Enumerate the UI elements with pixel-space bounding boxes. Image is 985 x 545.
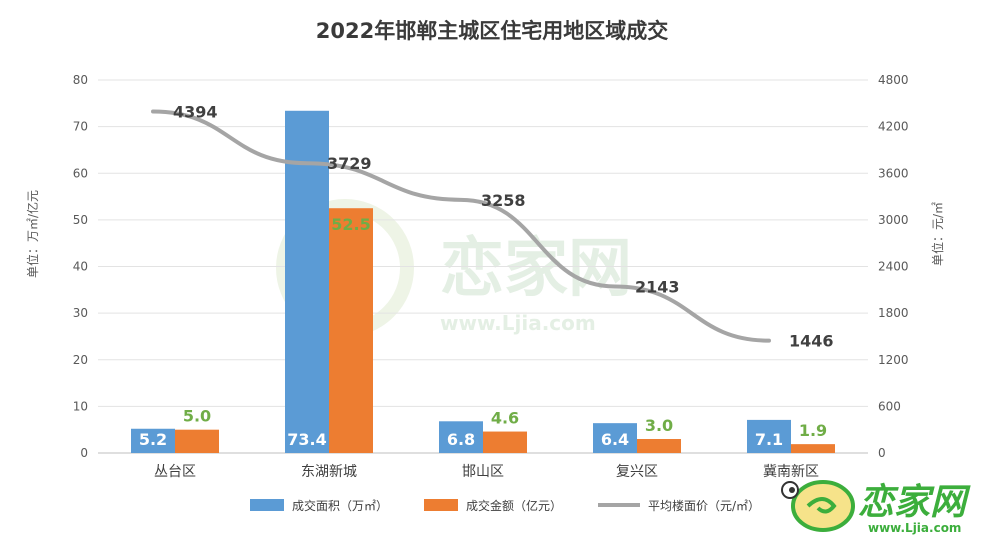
- left-tick-label: 80: [73, 73, 88, 87]
- bar-area: [593, 423, 637, 453]
- data-label-amount: 52.5: [331, 215, 370, 234]
- right-tick-label: 1200: [878, 353, 909, 367]
- left-axis-title: 单位：万㎡/亿元: [25, 190, 40, 278]
- legend-label-area: 成交面积（万㎡）: [292, 498, 388, 513]
- right-tick-label: 600: [878, 399, 901, 413]
- category-labels: 丛台区 东湖新城 邯山区 复兴区 冀南新区: [154, 463, 819, 480]
- category-label: 丛台区: [154, 464, 196, 480]
- bar-amount: [483, 431, 527, 453]
- data-label-area: 6.8: [447, 430, 475, 449]
- left-axis-ticks: 0 10 20 30 40 50 60 70 80: [73, 73, 88, 460]
- data-label-amount: 4.6: [491, 409, 519, 428]
- bar-amount: [791, 444, 835, 453]
- bar-area: [131, 428, 175, 453]
- price-line: [151, 109, 771, 343]
- left-tick-label: 50: [73, 213, 88, 227]
- category-label: 复兴区: [616, 463, 658, 480]
- category-label: 邯山区: [462, 464, 504, 480]
- snail-swirl-icon: [806, 497, 837, 514]
- chart-title: 2022年邯郸主城区住宅用地区域成交: [316, 19, 668, 43]
- category-label: 冀南新区: [763, 464, 819, 480]
- right-axis-ticks: 0 600 1200 1800 2400 3000 3600 4200 4800: [878, 73, 909, 460]
- category-label: 东湖新城: [301, 464, 357, 480]
- gridlines: [98, 79, 868, 454]
- line-series: [151, 109, 771, 343]
- left-tick-label: 40: [73, 260, 88, 274]
- right-tick-label: 3600: [878, 166, 909, 180]
- watermark-brand: 恋家网: [440, 232, 632, 306]
- bar-area: [285, 110, 329, 454]
- right-tick-label: 0: [878, 446, 886, 460]
- bar-amount: [175, 429, 219, 453]
- data-label-price: 4394: [173, 103, 218, 122]
- left-tick-label: 70: [73, 120, 88, 134]
- bar-area: [439, 421, 483, 453]
- snail-shell-icon: [791, 480, 855, 532]
- right-tick-label: 2400: [878, 260, 909, 274]
- legend: 成交面积（万㎡） 成交金额（亿元） 平均楼面价（元/㎡）: [250, 498, 760, 513]
- bar-amount: [329, 208, 373, 453]
- data-label-area: 7.1: [755, 430, 783, 449]
- legend-label-price: 平均楼面价（元/㎡）: [648, 498, 760, 513]
- legend-swatch-area: [250, 499, 284, 511]
- data-label-area: 5.2: [139, 430, 167, 449]
- data-label-price: 1446: [789, 332, 834, 351]
- right-tick-label: 4200: [878, 120, 909, 134]
- right-tick-label: 3000: [878, 213, 909, 227]
- watermark-url: www.Ljia.com: [440, 311, 596, 335]
- data-label-amount: 5.0: [183, 407, 211, 426]
- data-label-amount: 3.0: [645, 416, 673, 435]
- left-tick-label: 20: [73, 353, 88, 367]
- left-tick-label: 0: [80, 446, 88, 460]
- bar-amount: [637, 439, 681, 453]
- legend-label-amount: 成交金额（亿元）: [466, 498, 562, 513]
- data-label-area: 6.4: [601, 430, 629, 449]
- snail-pupil-icon: [789, 487, 795, 493]
- right-tick-label: 1800: [878, 306, 909, 320]
- bar-area: [747, 419, 791, 453]
- bar-series: [131, 110, 835, 454]
- brand-logo: 恋家网 www.Ljia.com: [781, 480, 971, 535]
- left-tick-label: 60: [73, 166, 88, 180]
- right-axis-title: 单位：元/㎡: [930, 202, 945, 266]
- left-tick-label: 10: [73, 399, 88, 413]
- right-tick-label: 4800: [878, 73, 909, 87]
- data-label-price: 2143: [635, 277, 680, 296]
- logo-brand-text: 恋家网: [858, 482, 971, 523]
- data-labels: 5.2 5.0 73.4 52.5 6.8 4.6 6.4 3.0 7.1 1.9 4394 3729…: [139, 103, 834, 449]
- legend-swatch-amount: [424, 499, 458, 511]
- data-label-price: 3729: [327, 154, 372, 173]
- data-label-area: 73.4: [287, 430, 326, 449]
- data-label-amount: 1.9: [799, 421, 827, 440]
- data-label-price: 3258: [481, 191, 526, 210]
- left-tick-label: 30: [73, 306, 88, 320]
- logo-url-text: www.Ljia.com: [868, 521, 961, 535]
